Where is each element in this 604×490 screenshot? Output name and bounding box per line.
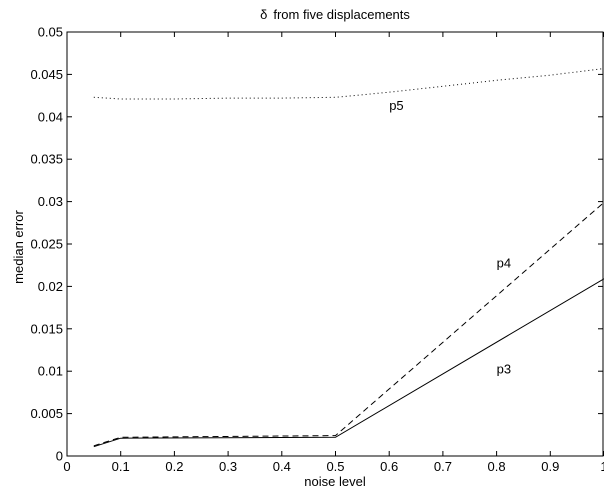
- y-tick-label: 0.035: [30, 152, 63, 167]
- x-tick-label: 0.9: [541, 459, 559, 474]
- x-tick-label: 1: [600, 459, 604, 474]
- x-tick-label: 0: [63, 459, 70, 474]
- x-tick-label: 0.1: [112, 459, 130, 474]
- y-tick-label: 0.01: [38, 364, 63, 379]
- x-tick-label: 0.6: [380, 459, 398, 474]
- x-tick-label: 0.7: [434, 459, 452, 474]
- series-line-p5: [93, 68, 604, 100]
- series-labels: p3 p4 p5: [389, 98, 511, 377]
- y-tick-label: 0.04: [38, 109, 63, 124]
- series-lines: [93, 68, 604, 448]
- series-line-p3: [93, 278, 604, 448]
- x-tick-label: 0.4: [273, 459, 291, 474]
- y-tick-label: 0.05: [38, 25, 63, 40]
- axis-ticks: [66, 31, 604, 457]
- plot-frame: [66, 31, 604, 457]
- x-axis-label: noise level: [304, 474, 366, 489]
- x-tick-labels: 0 0.1 0.2 0.3 0.4 0.5 0.6 0.7 0.8 0.9 1: [63, 459, 604, 474]
- y-tick-label: 0.025: [30, 237, 63, 252]
- y-tick-label: 0.03: [38, 194, 63, 209]
- y-tick-labels: 0 0.005 0.01 0.015 0.02 0.025 0.03 0.035 0.04 0.0…: [30, 25, 63, 464]
- y-tick-label: 0.015: [30, 321, 63, 336]
- chart-title: δ from five displacements: [260, 7, 410, 22]
- y-tick-label: 0.02: [38, 279, 63, 294]
- series-label-p3: p3: [497, 362, 511, 377]
- y-tick-label: 0: [56, 449, 63, 464]
- x-tick-label: 0.5: [326, 459, 344, 474]
- series-label-p5: p5: [389, 98, 403, 113]
- x-tick-label: 0.3: [219, 459, 237, 474]
- title-delta-symbol: δ: [260, 7, 267, 22]
- series-label-p4: p4: [497, 256, 511, 271]
- y-tick-label: 0.045: [30, 67, 63, 82]
- series-line-p4: [93, 202, 604, 447]
- y-tick-label: 0.005: [30, 406, 63, 421]
- title-text: from five displacements: [273, 7, 410, 22]
- x-tick-label: 0.2: [165, 459, 183, 474]
- y-axis-label: median error: [11, 209, 26, 283]
- x-tick-label: 0.8: [488, 459, 506, 474]
